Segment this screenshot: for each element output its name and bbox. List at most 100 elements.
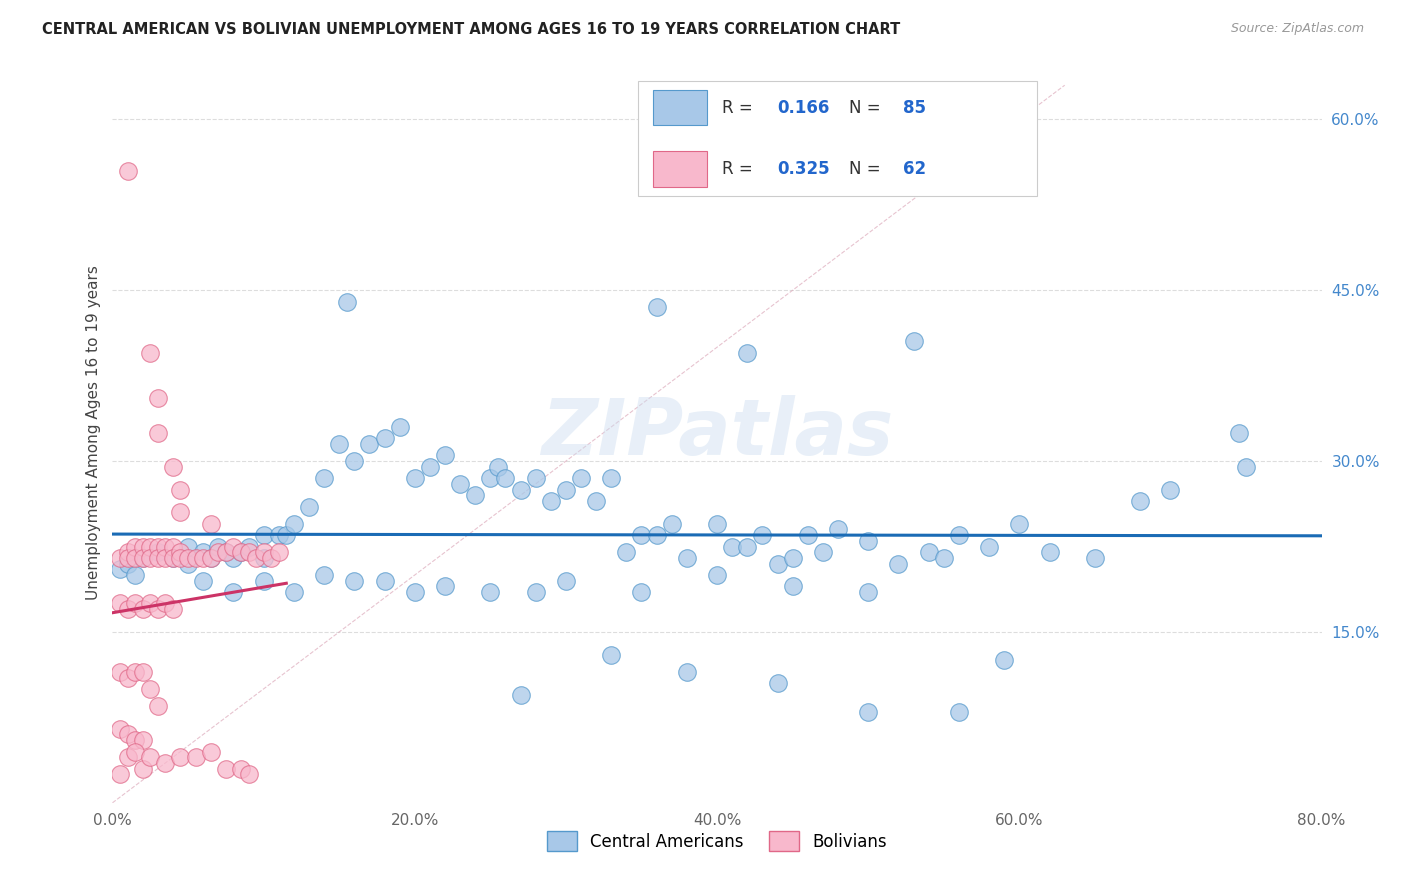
Point — [139, 681, 162, 696]
Point — [766, 557, 789, 571]
Point — [260, 550, 283, 565]
Point — [267, 528, 290, 542]
Point — [328, 437, 350, 451]
Point — [139, 540, 162, 554]
Point — [117, 727, 139, 741]
Point — [600, 648, 623, 662]
Point — [554, 574, 576, 588]
Point — [132, 540, 155, 554]
Point — [600, 471, 623, 485]
Point — [343, 454, 366, 468]
Point — [374, 431, 396, 445]
Point — [918, 545, 941, 559]
Point — [229, 545, 252, 559]
Point — [569, 471, 592, 485]
Point — [155, 756, 177, 770]
Text: 0.166: 0.166 — [778, 99, 830, 117]
Point — [124, 568, 146, 582]
Point — [706, 516, 728, 531]
Text: 85: 85 — [903, 99, 927, 117]
Point — [721, 540, 744, 554]
Point — [1008, 516, 1031, 531]
Point — [169, 505, 191, 519]
Point — [782, 579, 804, 593]
Point — [495, 471, 517, 485]
Point — [146, 550, 169, 565]
Point — [162, 550, 184, 565]
Point — [245, 550, 267, 565]
Text: 62: 62 — [903, 160, 927, 178]
Point — [449, 476, 471, 491]
Point — [117, 750, 139, 764]
Text: CENTRAL AMERICAN VS BOLIVIAN UNEMPLOYMENT AMONG AGES 16 TO 19 YEARS CORRELATION : CENTRAL AMERICAN VS BOLIVIAN UNEMPLOYMEN… — [42, 22, 900, 37]
Point — [433, 449, 456, 463]
Point — [856, 533, 880, 548]
Point — [191, 574, 214, 588]
Point — [253, 528, 276, 542]
Point — [108, 722, 131, 736]
Point — [124, 597, 146, 611]
Point — [479, 471, 502, 485]
Point — [253, 545, 276, 559]
Point — [298, 500, 321, 514]
FancyBboxPatch shape — [652, 90, 707, 126]
Point — [737, 540, 759, 554]
Point — [675, 550, 697, 565]
Point — [336, 294, 359, 309]
Point — [359, 437, 381, 451]
Point — [146, 698, 169, 713]
Point — [132, 762, 155, 776]
Point — [283, 585, 305, 599]
Point — [162, 540, 184, 554]
Point — [737, 346, 759, 360]
Point — [388, 420, 411, 434]
Point — [200, 550, 222, 565]
Point — [124, 665, 146, 679]
Point — [630, 585, 652, 599]
Point — [645, 301, 668, 315]
Point — [146, 392, 169, 406]
Point — [207, 540, 229, 554]
Point — [796, 528, 818, 542]
Point — [433, 579, 456, 593]
Point — [630, 528, 652, 542]
Point — [132, 550, 155, 565]
Point — [766, 676, 789, 690]
Point — [222, 540, 245, 554]
Point — [191, 550, 214, 565]
Point — [811, 545, 834, 559]
Point — [162, 550, 184, 565]
FancyBboxPatch shape — [652, 152, 707, 186]
Point — [117, 545, 139, 559]
Point — [267, 545, 290, 559]
Point — [977, 540, 1000, 554]
Point — [1038, 545, 1062, 559]
Point — [1084, 550, 1107, 565]
Point — [1129, 494, 1152, 508]
Point — [524, 585, 547, 599]
Point — [108, 597, 131, 611]
Point — [117, 671, 139, 685]
Point — [117, 550, 139, 565]
Point — [117, 557, 139, 571]
Legend: Central Americans, Bolivians: Central Americans, Bolivians — [540, 825, 894, 857]
Text: Source: ZipAtlas.com: Source: ZipAtlas.com — [1230, 22, 1364, 36]
Point — [948, 528, 970, 542]
Point — [169, 545, 191, 559]
Point — [169, 483, 191, 497]
Point — [464, 488, 486, 502]
Point — [675, 665, 697, 679]
Point — [645, 528, 668, 542]
Point — [108, 767, 131, 781]
Point — [146, 425, 169, 440]
Point — [162, 459, 184, 474]
Point — [314, 568, 336, 582]
Point — [343, 574, 366, 588]
Point — [184, 750, 207, 764]
Point — [177, 557, 200, 571]
Point — [948, 705, 970, 719]
Point — [253, 574, 276, 588]
Point — [229, 545, 252, 559]
Point — [238, 767, 260, 781]
Point — [132, 665, 155, 679]
